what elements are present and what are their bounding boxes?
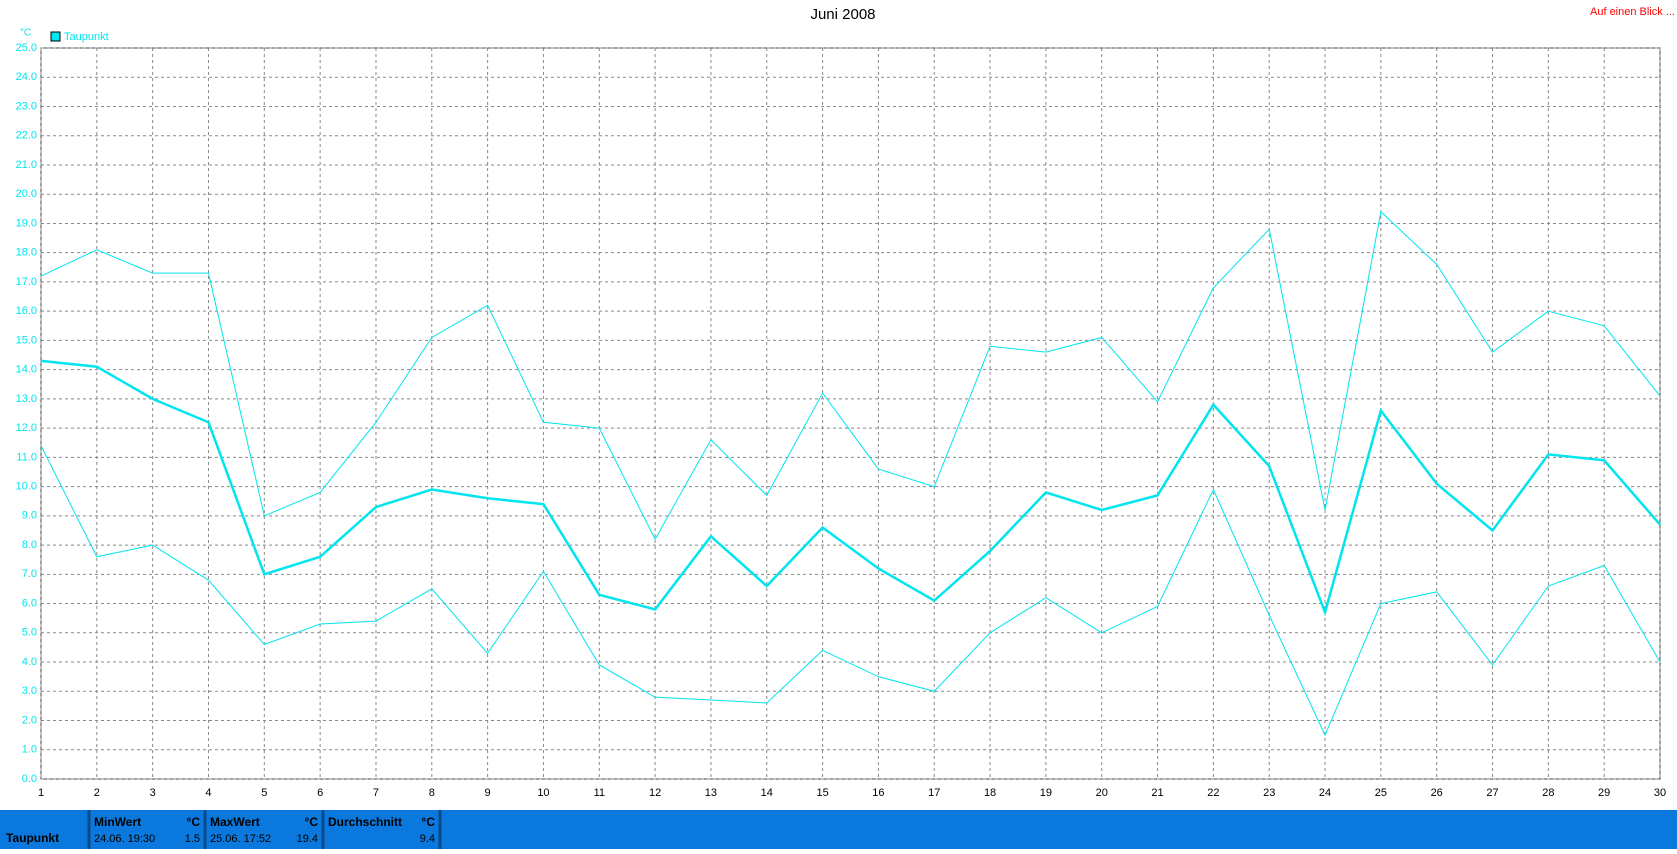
summary-value: 9.4 bbox=[420, 833, 435, 845]
x-tick-label: 30 bbox=[1654, 787, 1666, 799]
y-tick-label: 22.0 bbox=[16, 130, 37, 142]
x-tick-label: 17 bbox=[928, 787, 940, 799]
x-tick-label: 4 bbox=[205, 787, 211, 799]
x-tick-label: 23 bbox=[1263, 787, 1275, 799]
y-tick-label: 10.0 bbox=[16, 481, 37, 493]
legend-swatch bbox=[50, 31, 61, 42]
y-tick-label: 11.0 bbox=[16, 451, 37, 463]
x-tick-label: 28 bbox=[1542, 787, 1554, 799]
y-tick-label: 21.0 bbox=[16, 159, 37, 171]
x-tick-label: 8 bbox=[429, 787, 435, 799]
x-tick-label: 18 bbox=[984, 787, 996, 799]
summary-title: MaxWert bbox=[210, 815, 260, 829]
series-line bbox=[40, 210, 1661, 541]
x-tick-label: 24 bbox=[1319, 787, 1331, 799]
y-tick-label: 13.0 bbox=[16, 393, 37, 405]
x-tick-label: 22 bbox=[1207, 787, 1219, 799]
x-tick-label: 1 bbox=[38, 787, 44, 799]
y-tick-label: 23.0 bbox=[16, 100, 37, 112]
x-tick-label: 27 bbox=[1486, 787, 1498, 799]
x-tick-label: 13 bbox=[705, 787, 717, 799]
summary-time: 25.06. 17:52 bbox=[210, 833, 271, 845]
x-tick-label: 19 bbox=[1040, 787, 1052, 799]
x-tick-label: 5 bbox=[261, 787, 267, 799]
y-tick-label: 2.0 bbox=[22, 714, 37, 726]
x-tick-label: 20 bbox=[1096, 787, 1108, 799]
y-tick-label: 17.0 bbox=[16, 276, 37, 288]
plot-area bbox=[40, 47, 1661, 780]
summary-title: MinWert bbox=[94, 815, 141, 829]
x-tick-label: 16 bbox=[872, 787, 884, 799]
y-tick-label: 9.0 bbox=[22, 510, 37, 522]
x-tick-label: 10 bbox=[537, 787, 549, 799]
y-tick-label: 7.0 bbox=[22, 568, 37, 580]
summary-value: 19.4 bbox=[297, 833, 318, 845]
y-tick-label: 5.0 bbox=[22, 627, 37, 639]
x-tick-label: 21 bbox=[1151, 787, 1163, 799]
x-tick-label: 11 bbox=[594, 787, 605, 799]
y-tick-label: 18.0 bbox=[16, 247, 37, 259]
y-tick-label: 15.0 bbox=[16, 334, 37, 346]
y-tick-label: 24.0 bbox=[16, 71, 37, 83]
overview-link[interactable]: Auf einen Blick ... bbox=[1590, 6, 1675, 18]
y-tick-label: 25.0 bbox=[16, 42, 37, 54]
y-tick-label: 16.0 bbox=[16, 305, 37, 317]
x-tick-label: 3 bbox=[150, 787, 156, 799]
y-tick-label: 19.0 bbox=[16, 217, 37, 229]
chart-title: Juni 2008 bbox=[810, 6, 875, 23]
x-tick-label: 26 bbox=[1431, 787, 1443, 799]
summary-bar bbox=[0, 810, 1677, 849]
y-axis-unit: °C bbox=[20, 28, 31, 39]
x-tick-label: 15 bbox=[816, 787, 828, 799]
x-tick-label: 29 bbox=[1598, 787, 1610, 799]
y-tick-label: 3.0 bbox=[22, 685, 37, 697]
y-tick-label: 14.0 bbox=[16, 364, 37, 376]
summary-unit: °C bbox=[187, 815, 201, 829]
series-line bbox=[40, 445, 1661, 737]
x-tick-label: 7 bbox=[373, 787, 379, 799]
y-tick-label: 0.0 bbox=[22, 773, 37, 785]
x-tick-label: 12 bbox=[649, 787, 661, 799]
x-tick-label: 25 bbox=[1375, 787, 1387, 799]
legend-label: Taupunkt bbox=[64, 31, 109, 43]
y-tick-label: 4.0 bbox=[22, 656, 37, 668]
y-tick-label: 6.0 bbox=[22, 597, 37, 609]
summary-unit: °C bbox=[422, 815, 436, 829]
summary-title: Durchschnitt bbox=[328, 815, 402, 829]
summary-label: Taupunkt bbox=[6, 831, 59, 845]
summary-time: 24.06. 19:30 bbox=[94, 833, 155, 845]
x-tick-label: 14 bbox=[761, 787, 773, 799]
y-tick-label: 8.0 bbox=[22, 539, 37, 551]
y-tick-label: 12.0 bbox=[16, 422, 37, 434]
y-tick-label: 20.0 bbox=[16, 188, 37, 200]
summary-unit: °C bbox=[305, 815, 319, 829]
x-tick-label: 6 bbox=[317, 787, 323, 799]
summary-value: 1.5 bbox=[185, 833, 200, 845]
x-tick-label: 2 bbox=[94, 787, 100, 799]
y-tick-label: 1.0 bbox=[22, 744, 37, 756]
series-line bbox=[40, 359, 1661, 617]
x-tick-label: 9 bbox=[485, 787, 491, 799]
